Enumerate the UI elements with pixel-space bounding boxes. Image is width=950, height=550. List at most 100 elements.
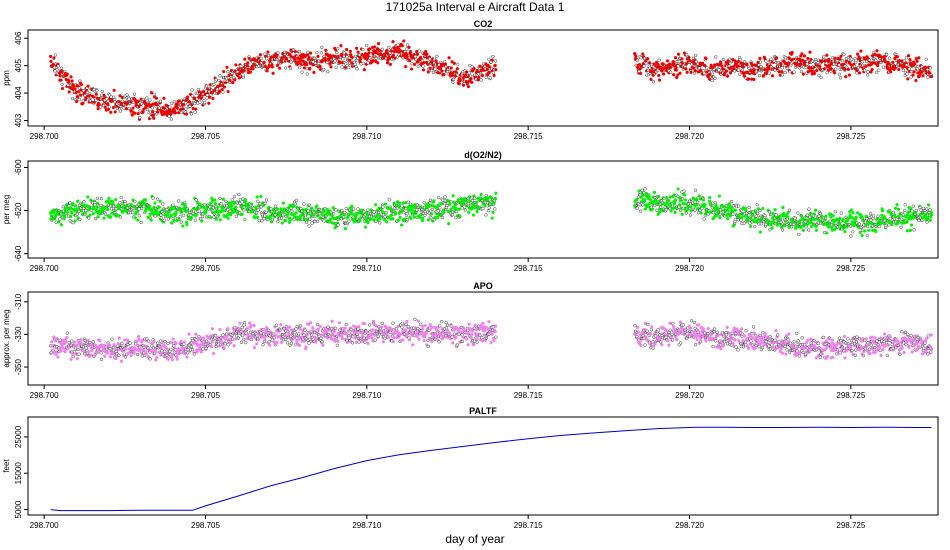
data-point bbox=[641, 193, 645, 197]
data-point bbox=[396, 218, 400, 222]
data-point bbox=[758, 208, 762, 213]
data-point bbox=[825, 231, 829, 235]
data-point bbox=[740, 216, 744, 220]
data-point bbox=[837, 63, 841, 67]
data-point bbox=[187, 332, 191, 336]
data-point bbox=[290, 209, 294, 213]
data-point bbox=[102, 93, 106, 98]
data-point bbox=[148, 357, 152, 361]
data-point bbox=[148, 98, 152, 102]
data-point bbox=[298, 65, 302, 70]
data-point bbox=[318, 324, 322, 329]
data-point bbox=[901, 213, 905, 217]
data-point bbox=[408, 202, 413, 206]
data-point bbox=[335, 50, 339, 55]
data-point bbox=[226, 326, 230, 331]
data-point bbox=[643, 187, 647, 191]
data-point bbox=[855, 52, 860, 56]
data-point bbox=[316, 54, 320, 59]
data-point bbox=[60, 86, 65, 91]
data-point bbox=[237, 192, 241, 197]
data-point bbox=[221, 333, 225, 337]
data-point bbox=[381, 340, 386, 344]
data-point bbox=[929, 213, 934, 217]
data-point bbox=[925, 220, 929, 224]
data-point bbox=[442, 210, 446, 215]
data-point bbox=[755, 203, 759, 207]
data-point bbox=[279, 323, 283, 327]
data-point bbox=[189, 216, 194, 220]
data-point bbox=[748, 224, 753, 229]
y-tick-label: 406 bbox=[14, 31, 23, 45]
data-point bbox=[659, 205, 663, 209]
data-point bbox=[133, 199, 137, 204]
data-point bbox=[258, 202, 262, 206]
data-point bbox=[870, 68, 874, 72]
data-point bbox=[376, 210, 381, 215]
data-point bbox=[321, 343, 325, 347]
data-point bbox=[438, 206, 442, 210]
data-point bbox=[731, 212, 735, 216]
data-point bbox=[725, 74, 730, 78]
y-tick-label: -640 bbox=[14, 245, 23, 262]
data-point bbox=[491, 71, 495, 75]
data-point bbox=[747, 205, 751, 210]
data-point bbox=[669, 209, 673, 213]
data-point bbox=[222, 85, 227, 89]
data-point bbox=[689, 209, 693, 213]
data-point bbox=[207, 95, 212, 99]
data-point bbox=[424, 203, 428, 207]
data-point bbox=[893, 206, 898, 210]
data-point bbox=[758, 56, 762, 61]
data-point bbox=[910, 209, 914, 213]
data-point bbox=[366, 208, 370, 212]
data-point bbox=[136, 334, 141, 339]
data-point bbox=[780, 225, 784, 229]
data-point bbox=[86, 195, 90, 199]
data-point bbox=[298, 324, 303, 328]
data-point bbox=[173, 111, 178, 115]
data-point bbox=[813, 208, 818, 212]
data-point bbox=[209, 215, 213, 220]
data-point bbox=[796, 211, 800, 215]
data-point bbox=[133, 216, 137, 220]
data-point bbox=[689, 205, 693, 209]
data-point bbox=[701, 198, 706, 202]
data-point bbox=[400, 204, 404, 208]
y-tick-label: 403 bbox=[14, 113, 23, 127]
data-point bbox=[177, 99, 181, 103]
data-point bbox=[181, 224, 185, 228]
x-tick-label: 298.710 bbox=[352, 132, 381, 141]
data-point bbox=[903, 208, 907, 213]
data-point bbox=[171, 352, 175, 356]
data-point bbox=[56, 64, 61, 68]
data-point bbox=[60, 82, 64, 87]
data-point bbox=[170, 358, 175, 362]
data-point bbox=[70, 96, 75, 101]
data-point bbox=[242, 337, 246, 342]
data-point bbox=[404, 201, 408, 205]
data-point bbox=[638, 209, 643, 213]
data-point bbox=[132, 92, 137, 96]
data-point bbox=[154, 96, 159, 100]
data-point bbox=[300, 70, 304, 74]
data-point bbox=[261, 343, 265, 347]
data-point bbox=[241, 75, 245, 80]
data-point bbox=[113, 197, 118, 202]
data-point bbox=[492, 73, 496, 78]
data-point bbox=[643, 207, 648, 211]
data-point bbox=[194, 212, 199, 217]
data-point bbox=[786, 215, 790, 219]
data-point bbox=[119, 195, 123, 200]
data-point bbox=[171, 337, 175, 341]
data-point bbox=[917, 218, 921, 223]
data-point bbox=[447, 56, 451, 60]
data-point bbox=[779, 217, 783, 222]
data-point bbox=[103, 105, 107, 109]
data-point bbox=[398, 201, 402, 205]
data-point bbox=[854, 215, 858, 219]
data-point bbox=[253, 216, 257, 220]
data-point bbox=[354, 211, 359, 216]
data-point bbox=[256, 338, 261, 342]
